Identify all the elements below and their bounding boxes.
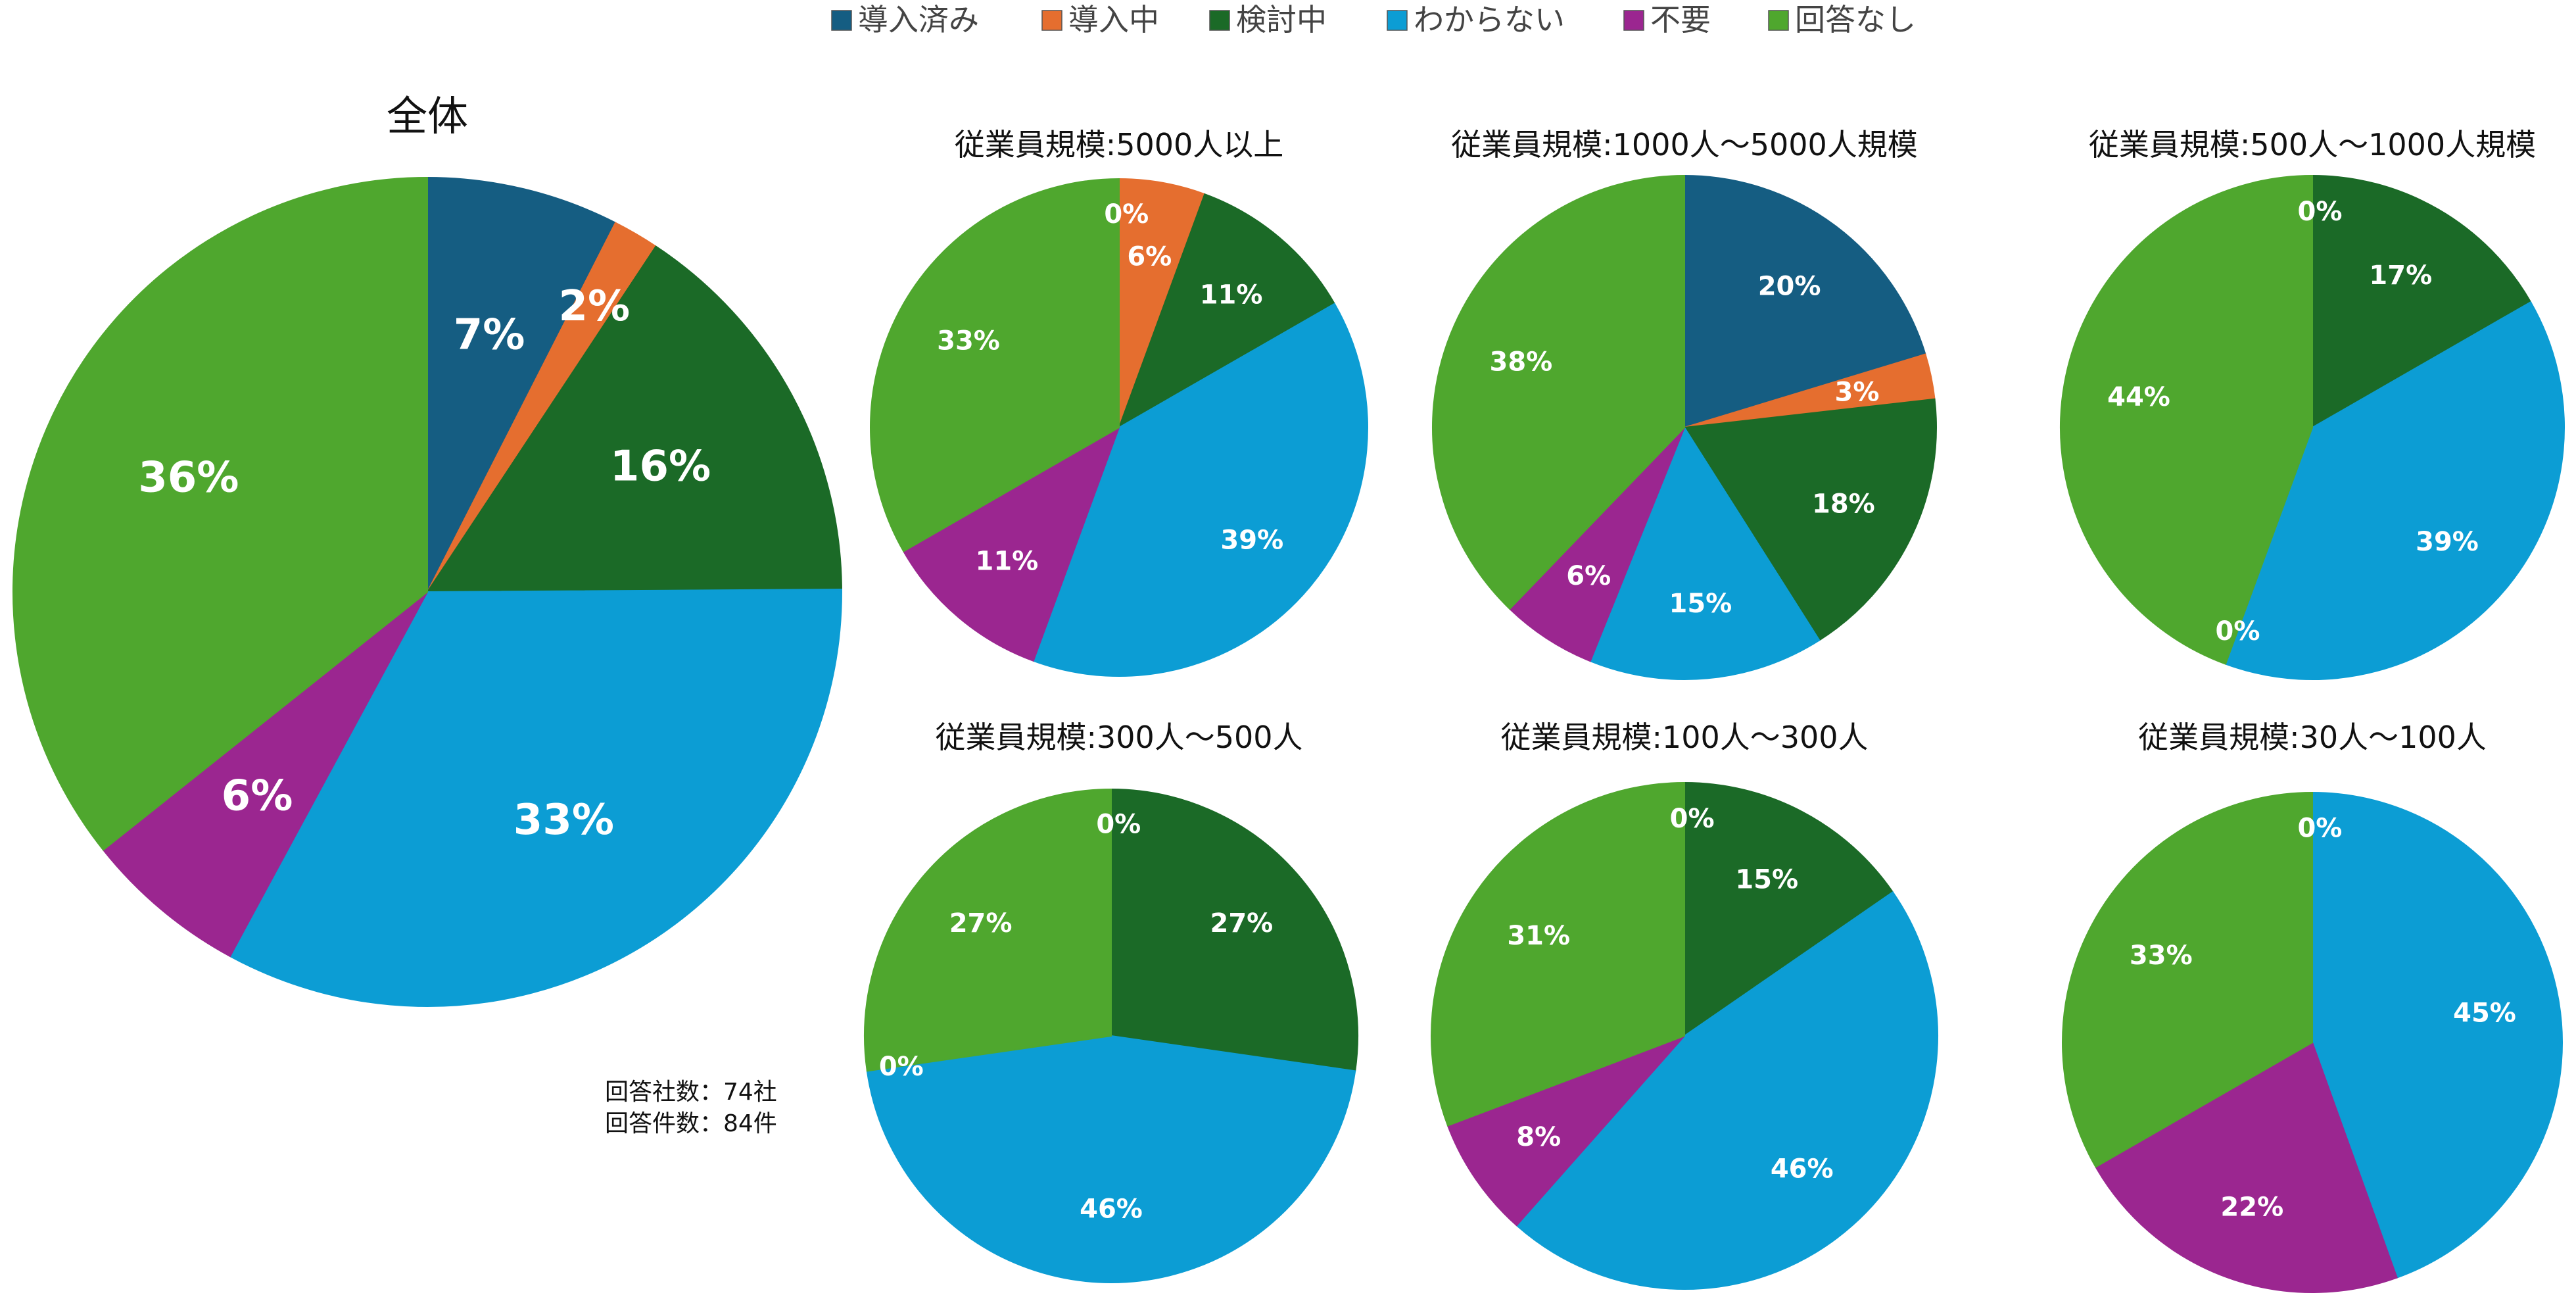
slice-label: 17% <box>2369 260 2432 291</box>
pie-slice <box>1683 398 1937 641</box>
slice-label: 33% <box>2130 941 2193 971</box>
pie-slice <box>1118 193 1336 429</box>
pie-title: 従業員規模:500人～1000人規模 <box>2089 127 2536 162</box>
pie-slice <box>1431 174 1685 610</box>
slice-label: 33% <box>513 796 614 845</box>
pie-title: 従業員規模:1000人～5000人規模 <box>1451 127 1918 162</box>
slice-label: 0% <box>879 1052 924 1082</box>
slice-label: 11% <box>976 546 1039 576</box>
slice-label: 31% <box>1507 921 1570 951</box>
pie-title: 従業員規模:30人～100人 <box>2138 720 2487 755</box>
pie-chart: 従業員規模:500人～1000人規模 0% 17% 39% 0% 44% <box>2059 127 2565 680</box>
slice-label: 0% <box>1670 804 1715 834</box>
legend-swatch <box>1623 10 1644 31</box>
pie-chart: 従業員規模:30人～100人 0% 45% 22% 33% <box>2062 720 2563 1293</box>
pie-chart: 従業員規模:5000人以上 0% 6% 11% 39% 11% 33% <box>870 127 1368 677</box>
slice-label: 39% <box>1220 526 1283 556</box>
pie-slice <box>1684 781 1894 1037</box>
pie-slice <box>102 591 428 958</box>
pie-slice <box>1032 303 1368 677</box>
pie-slice <box>902 426 1120 662</box>
pie-slice <box>12 176 428 851</box>
pie-slice <box>1684 174 1926 429</box>
pie-chart: 従業員規模:100人～300人 0% 15% 46% 8% 31% <box>1431 720 1938 1290</box>
pie-slice <box>1110 788 1358 1072</box>
slice-label: 15% <box>1669 589 1732 619</box>
pie-slice <box>2312 791 2563 1279</box>
slice-label: 2% <box>558 282 630 331</box>
pie-slice <box>2095 1041 2398 1293</box>
slice-label: 22% <box>2220 1192 2283 1223</box>
legend-swatch <box>1041 10 1062 31</box>
legend-swatch <box>1768 10 1789 31</box>
pie-title: 従業員規模:5000人以上 <box>955 127 1284 162</box>
slice-label: 44% <box>2107 382 2170 412</box>
slice-label: 0% <box>1104 199 1149 230</box>
slice-label: 0% <box>1096 810 1141 840</box>
slice-label: 3% <box>1835 378 1880 408</box>
pie-slice <box>426 245 842 593</box>
pie-slice <box>870 178 1120 552</box>
response-count-note: 回答社数：74社 <box>605 1079 777 1106</box>
slice-label: 0% <box>2297 813 2342 843</box>
slice-label: 16% <box>610 442 711 491</box>
slice-label: 38% <box>1490 347 1553 378</box>
pie-chart: 全体 7% 2% 16% 33% 6% 36% <box>12 92 842 1007</box>
pie-slice <box>1515 891 1938 1290</box>
slice-label: 46% <box>1771 1154 1834 1185</box>
legend-label: 検討中 <box>1236 2 1327 37</box>
pie-title: 全体 <box>387 92 468 140</box>
pie-chart: 従業員規模:1000人～5000人規模 20% 3% 18% 15% 6% 38% <box>1431 127 1937 680</box>
slice-label: 6% <box>1127 242 1172 272</box>
pie-slice <box>1508 427 1685 662</box>
pie-slice <box>2059 174 2313 665</box>
response-count-note: 回答件数：84件 <box>605 1110 777 1137</box>
legend-label: 回答なし <box>1795 2 1916 37</box>
pie-title: 従業員規模:300人～500人 <box>935 720 1302 755</box>
slice-label: 6% <box>1566 561 1611 591</box>
legend-label: 導入済み <box>858 2 979 37</box>
pie-slice <box>1118 178 1206 428</box>
slice-label: 39% <box>2416 527 2479 557</box>
legend-swatch <box>1209 10 1230 31</box>
pie-slice <box>2062 791 2313 1168</box>
legend-label: わからない <box>1414 2 1565 37</box>
slice-label: 6% <box>222 772 293 820</box>
pie-slice <box>427 176 617 593</box>
slice-label: 11% <box>1200 280 1263 310</box>
slice-label: 20% <box>1758 272 1821 302</box>
slice-label: 36% <box>138 453 239 502</box>
legend-swatch <box>1387 10 1408 31</box>
pie-slice <box>229 589 842 1007</box>
legend-label: 不要 <box>1650 2 1711 37</box>
pie-slice <box>2224 301 2565 680</box>
slice-label: 0% <box>2216 616 2260 647</box>
pie-charts: 全体 7% 2% 16% 33% 6% 36% 従業員規模:5000人以上 0% 6% 11% 39%… <box>12 92 2565 1293</box>
legend-swatch <box>831 10 852 31</box>
pie-slice <box>2312 174 2532 429</box>
slice-label: 27% <box>1210 908 1274 939</box>
slice-label: 15% <box>1735 864 1798 895</box>
legend: 導入済み 導入中 検討中 わからない 不要 回答なし <box>831 2 1916 37</box>
slice-label: 33% <box>937 326 1000 356</box>
slice-label: 46% <box>1080 1194 1143 1225</box>
pie-slice <box>1446 1035 1685 1227</box>
slice-label: 7% <box>454 310 525 359</box>
pie-slice <box>1431 781 1685 1127</box>
pie-title: 従業員規模:100人～300人 <box>1500 720 1868 755</box>
slice-label: 18% <box>1812 489 1875 520</box>
pie-slice <box>866 1035 1356 1283</box>
pie-chart: 従業員規模:300人～500人 0% 27% 46% 0% 27% <box>864 720 1358 1283</box>
slice-label: 0% <box>2298 197 2343 227</box>
slice-label: 8% <box>1516 1122 1561 1152</box>
slice-label: 27% <box>949 908 1013 939</box>
slice-label: 45% <box>2453 998 2516 1028</box>
pie-slice <box>864 788 1112 1072</box>
pie-slice <box>1589 426 1821 680</box>
legend-label: 導入中 <box>1068 2 1159 37</box>
